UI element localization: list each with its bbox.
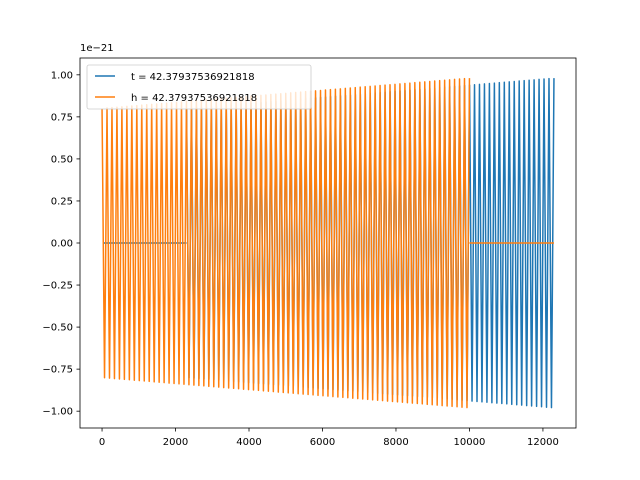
- x-tick-label: 8000: [383, 437, 408, 448]
- x-axis-ticks: 0 2000 4000 6000 8000 10000 12000: [99, 428, 559, 448]
- y-offset-text: 1e−21: [80, 43, 114, 54]
- axes: 0 2000 4000 6000 8000 10000 12000 −1.00 −0.75 −0…: [42, 43, 577, 448]
- y-tick-label: 1.00: [51, 70, 73, 81]
- y-tick-label: −0.75: [42, 365, 73, 376]
- x-tick-label: 2000: [163, 437, 188, 448]
- x-tick-label: 0: [99, 437, 105, 448]
- legend-label-h: h = 42.37937536921818: [131, 93, 257, 104]
- y-tick-label: −0.50: [42, 323, 73, 334]
- y-tick-label: 0.75: [51, 112, 73, 123]
- x-tick-label: 4000: [236, 437, 261, 448]
- legend-label-t: t = 42.37937536921818: [131, 72, 255, 83]
- y-tick-label: 0.00: [51, 239, 73, 250]
- y-tick-label: −0.25: [42, 281, 73, 292]
- legend-frame: [86, 64, 312, 110]
- legend: t = 42.37937536921818 h = 42.37937536921…: [86, 64, 312, 110]
- x-tick-label: 10000: [454, 437, 486, 448]
- y-axis-ticks: −1.00 −0.75 −0.50 −0.25 0.00 0.25 0.50 0.75 1.00: [42, 70, 80, 418]
- y-tick-label: −1.00: [42, 407, 73, 418]
- x-tick-label: 6000: [310, 437, 335, 448]
- x-tick-label: 12000: [527, 437, 559, 448]
- series-layer: [101, 77, 555, 409]
- y-tick-label: 0.25: [51, 196, 73, 207]
- y-tick-label: 0.50: [51, 154, 73, 165]
